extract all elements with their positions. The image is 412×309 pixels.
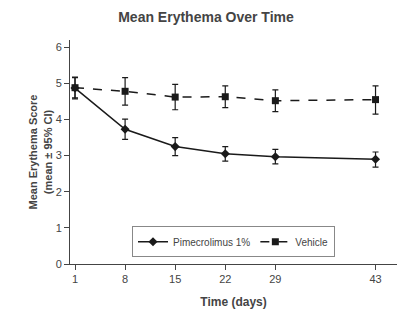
svg-text:3: 3	[56, 149, 62, 161]
svg-text:Time (days): Time (days)	[200, 295, 266, 309]
svg-text:Vehicle: Vehicle	[295, 237, 328, 248]
svg-text:Mean Erythema Score(mean ± 95%: Mean Erythema Score(mean ± 95% CI)	[27, 95, 53, 210]
svg-text:1: 1	[56, 222, 62, 234]
svg-text:6: 6	[56, 41, 62, 53]
svg-text:4: 4	[56, 113, 62, 125]
svg-text:29: 29	[269, 273, 281, 285]
svg-text:5: 5	[56, 77, 62, 89]
svg-text:2: 2	[56, 186, 62, 198]
svg-text:43: 43	[369, 273, 381, 285]
svg-text:Pimecrolimus 1%: Pimecrolimus 1%	[173, 237, 250, 248]
svg-text:1: 1	[72, 273, 78, 285]
svg-text:0: 0	[56, 258, 62, 270]
svg-text:15: 15	[169, 273, 181, 285]
svg-text:Mean Erythema Over Time: Mean Erythema Over Time	[118, 9, 294, 25]
svg-text:8: 8	[122, 273, 128, 285]
svg-text:22: 22	[219, 273, 231, 285]
